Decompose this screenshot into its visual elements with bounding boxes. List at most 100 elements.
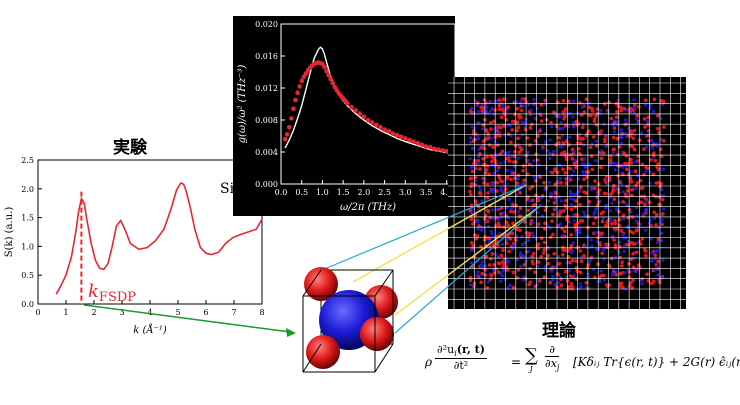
sim-atom-blue — [640, 282, 644, 286]
sim-atom-red — [581, 137, 585, 141]
sim-atom-red — [635, 228, 640, 232]
sim-atom-red — [510, 231, 515, 236]
sim-atom-red — [579, 141, 583, 146]
sim-atom-red — [637, 105, 641, 109]
sim-atom-blue — [495, 169, 500, 173]
sim-atom-red — [572, 161, 577, 166]
vdos-data-point — [402, 136, 408, 141]
sim-atom-blue — [535, 277, 540, 281]
sim-atom-blue — [507, 150, 511, 154]
sim-atom-red — [543, 221, 547, 225]
sim-atom-red — [486, 136, 491, 141]
sim-atom-blue — [477, 155, 481, 159]
vdos-data-point — [411, 139, 416, 144]
sim-atom-red — [643, 202, 647, 207]
sim-atom-red — [509, 177, 513, 182]
sim-atom-red — [516, 268, 521, 272]
sim-atom-blue — [469, 261, 474, 265]
sim-atom-blue — [590, 188, 594, 192]
vdos-data-point — [297, 84, 302, 89]
sim-atom-blue — [517, 210, 521, 214]
vdos-data-point — [407, 137, 412, 143]
experiment-title: 実験 — [113, 138, 147, 158]
sim-atom-blue — [650, 251, 654, 255]
sim-atom-red — [600, 219, 605, 224]
sim-atom-blue — [604, 206, 608, 210]
sim-atom-red — [506, 156, 511, 160]
sim-atom-red — [629, 161, 634, 165]
sim-atom-red — [632, 147, 637, 152]
sk-x-tick-label: 4 — [147, 308, 152, 317]
vdos-data-point — [386, 128, 392, 134]
unit-cell-front-edges — [302, 269, 394, 373]
sim-atom-red — [469, 217, 474, 221]
sim-atom-red — [593, 275, 597, 280]
sim-atom-red — [485, 155, 489, 159]
vdos-data-point — [295, 90, 300, 96]
sim-atom-red — [533, 270, 537, 274]
sim-atom-blue — [577, 188, 581, 192]
sim-atom-red — [608, 264, 612, 269]
sim-atom-blue — [477, 161, 481, 165]
sim-atom-red — [591, 221, 596, 226]
sim-atom-red — [615, 109, 619, 114]
sim-atom-red — [486, 210, 491, 214]
sim-atom-blue — [516, 184, 520, 188]
sim-atom-red — [508, 209, 513, 214]
sim-atom-blue — [651, 259, 655, 263]
sim-atom-red — [625, 184, 629, 189]
sim-atom-red — [660, 197, 665, 202]
sim-atom-red — [653, 253, 657, 258]
eq-deriv-frac: ∂ ∂xj — [545, 343, 560, 372]
sim-atom-blue — [519, 264, 523, 268]
sim-atom-red — [542, 275, 547, 279]
sim-atom-red — [614, 115, 619, 119]
sim-atom-blue — [476, 227, 480, 231]
sim-atom-red — [569, 243, 573, 248]
sim-atom-red — [469, 193, 473, 197]
sim-atom-blue — [571, 197, 575, 201]
sim-atom-red — [542, 248, 547, 252]
sim-atom-blue — [469, 165, 473, 169]
sim-atom-blue — [470, 125, 474, 129]
sim-atom-blue — [571, 214, 575, 218]
sim-atom-red — [574, 266, 579, 270]
sim-atom-blue — [611, 124, 615, 128]
sim-atom-red — [588, 145, 593, 150]
sim-atom-red — [505, 241, 509, 245]
sim-atom-blue — [612, 130, 616, 134]
sim-atom-blue — [476, 220, 480, 224]
sim-atom-red — [531, 203, 536, 208]
sim-atom-blue — [545, 148, 549, 153]
sim-atom-blue — [599, 108, 603, 112]
sim-atom-blue — [578, 282, 582, 286]
vdos-data-point — [427, 144, 433, 150]
sim-atom-red — [561, 141, 566, 146]
sim-atom-blue — [621, 165, 625, 169]
sim-atom-blue — [661, 258, 665, 262]
eq-lhs-num-arg: (r, t) — [456, 343, 485, 356]
sim-atom-red — [521, 164, 526, 168]
vdos-data-point — [373, 122, 379, 128]
sim-atom-blue — [594, 159, 598, 163]
sim-atom-blue — [567, 125, 571, 129]
sim-atom-blue — [616, 98, 620, 102]
sim-atom-blue — [557, 281, 561, 285]
sk-y-tick-label: 2.0 — [21, 185, 34, 194]
sim-atom-red — [497, 125, 502, 129]
sk-x-tick-label: 6 — [203, 308, 208, 317]
sim-atom-blue — [570, 173, 574, 177]
vdos-ylabel: g(ω)/ω² (THz⁻³) — [237, 64, 248, 143]
sim-atom-red — [527, 232, 532, 237]
sim-atom-red — [574, 259, 578, 263]
sim-atom-red — [578, 249, 583, 253]
sim-atom-blue — [583, 157, 587, 161]
sim-atom-blue — [655, 142, 659, 146]
sim-atom-blue — [560, 145, 564, 149]
sim-atom-red — [576, 245, 580, 250]
fsdp-label: kFSDP — [88, 281, 136, 305]
sim-atom-red — [619, 108, 624, 113]
sim-atom-red — [483, 273, 488, 277]
sim-atom-red — [631, 252, 635, 256]
sim-atom-red — [520, 108, 524, 113]
